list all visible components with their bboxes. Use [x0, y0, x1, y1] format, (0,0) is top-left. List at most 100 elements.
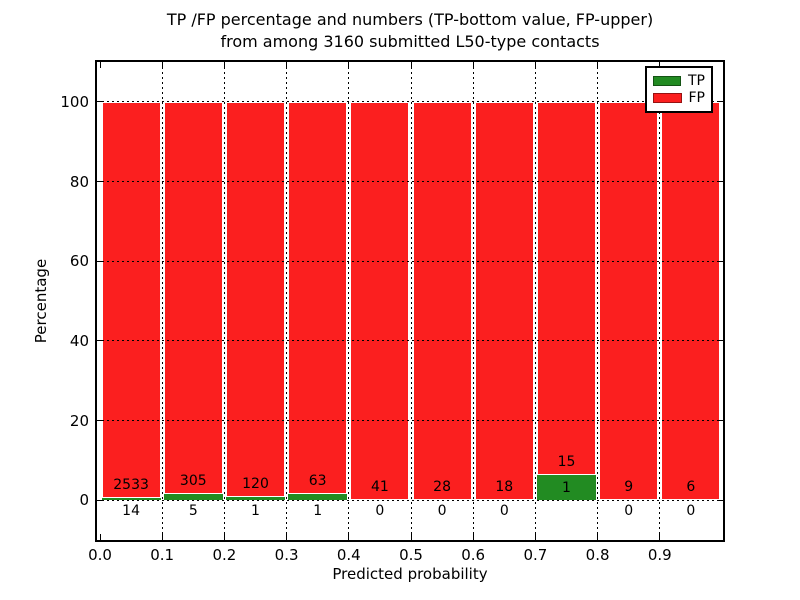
chart-title: TP /FP percentage and numbers (TP-bottom…	[97, 9, 723, 53]
horizontal-gridline	[97, 101, 723, 103]
y-axis-label: Percentage	[32, 258, 50, 344]
y-tick-label: 20	[69, 411, 89, 430]
fp-bar-segment	[412, 101, 472, 501]
fp-count-label: 63	[308, 472, 327, 489]
tp-bar-segment	[101, 497, 161, 501]
x-axis-tick	[597, 534, 599, 540]
fp-count-label: 6	[686, 479, 696, 496]
vertical-gridline	[410, 62, 412, 540]
tp-count-label: 0	[686, 503, 696, 520]
fp-color-swatch	[653, 93, 682, 104]
tp-count-label: 5	[188, 503, 198, 520]
x-axis-tick	[99, 534, 101, 540]
fp-bar-segment	[474, 101, 534, 501]
x-tick-label: 0.1	[150, 546, 175, 564]
x-tick-label: 0.7	[523, 546, 548, 564]
y-axis-tick-right	[717, 260, 723, 262]
y-axis-tick	[97, 340, 103, 342]
fp-count-label: 2533	[113, 476, 149, 493]
tp-count-label: 0	[624, 503, 634, 520]
x-axis-tick	[223, 534, 225, 540]
fp-bar-segment	[101, 101, 161, 498]
x-axis-tick-top	[659, 62, 661, 68]
tp-count-label: 0	[437, 503, 447, 520]
y-tick-label: 100	[60, 92, 89, 111]
tp-count-label: 1	[251, 503, 260, 520]
x-axis-tick-top	[410, 62, 412, 68]
x-axis-tick	[161, 534, 163, 540]
x-axis-tick-top	[161, 62, 163, 68]
x-axis-tick	[472, 534, 474, 540]
fp-count-label: 120	[242, 475, 269, 492]
x-tick-label: 0.6	[461, 546, 486, 564]
legend-item-fp: FP	[653, 91, 705, 105]
x-tick-label: 0.9	[647, 546, 672, 564]
legend-label-tp: TP	[688, 72, 705, 89]
horizontal-gridline	[97, 340, 723, 342]
x-axis-tick	[410, 534, 412, 540]
y-tick-label: 0	[79, 491, 89, 510]
y-axis-tick	[97, 420, 103, 421]
x-axis-tick-top	[223, 62, 225, 68]
fp-count-label: 15	[557, 454, 576, 471]
legend: TP FP	[645, 66, 713, 113]
x-axis-tick-top	[534, 62, 536, 68]
x-tick-label: 0.8	[585, 546, 610, 564]
tp-bar-segment	[225, 496, 286, 501]
x-axis-tick-top	[348, 62, 350, 68]
x-axis-tick	[534, 534, 536, 540]
fp-bar-segment	[350, 101, 410, 501]
tp-count-label: 1	[313, 503, 323, 520]
fp-count-label: 41	[370, 479, 389, 496]
vertical-gridline	[161, 62, 163, 540]
y-axis-tick-right	[717, 499, 723, 501]
y-tick-label: 60	[69, 252, 89, 271]
x-axis-tick	[348, 534, 350, 540]
x-axis-tick-top	[99, 62, 101, 68]
tp-count-label: 1	[562, 479, 571, 496]
fp-count-label: 9	[624, 479, 634, 496]
fp-count-label: 305	[179, 472, 207, 489]
y-axis-tick-right	[717, 101, 723, 103]
tp-bar-segment	[536, 475, 597, 501]
x-tick-label: 0.5	[399, 546, 423, 564]
vertical-gridline	[472, 62, 474, 540]
y-axis-tick	[97, 181, 103, 182]
vertical-gridline	[286, 62, 288, 540]
x-axis-tick	[659, 534, 661, 540]
legend-label-fp: FP	[688, 90, 706, 107]
plot-frame	[95, 60, 725, 542]
horizontal-gridline	[97, 260, 723, 262]
y-axis-tick-right	[717, 420, 723, 421]
tp-color-swatch	[653, 75, 681, 86]
y-axis-tick-right	[717, 340, 723, 342]
x-axis-tick-top	[286, 62, 288, 68]
tp-bar-segment	[163, 493, 223, 501]
vertical-gridline	[597, 62, 599, 540]
x-axis-tick-top	[472, 62, 474, 68]
fp-count-label: 28	[433, 479, 451, 496]
fp-bar-segment	[288, 101, 348, 494]
x-axis-label: Predicted probability	[332, 565, 488, 583]
vertical-gridline	[659, 62, 661, 540]
x-tick-label: 0.0	[88, 546, 112, 564]
x-tick-label: 0.2	[212, 546, 237, 564]
vertical-gridline	[534, 62, 536, 540]
y-axis-tick	[97, 499, 103, 501]
y-tick-label: 80	[69, 172, 89, 191]
tp-bar-segment	[288, 493, 348, 501]
fp-bar-segment	[536, 101, 597, 476]
y-axis-tick-right	[717, 181, 723, 182]
vertical-gridline	[348, 62, 350, 540]
fp-count-label: 18	[495, 479, 514, 496]
tp-count-label: 0	[499, 503, 509, 520]
y-axis-tick	[97, 260, 103, 262]
vertical-gridline	[223, 62, 225, 540]
horizontal-gridline	[97, 181, 723, 182]
tp-count-label: 14	[122, 503, 140, 520]
x-tick-label: 0.4	[336, 546, 361, 564]
horizontal-gridline	[97, 420, 723, 421]
y-tick-label: 40	[69, 331, 89, 350]
horizontal-gridline	[97, 499, 723, 501]
